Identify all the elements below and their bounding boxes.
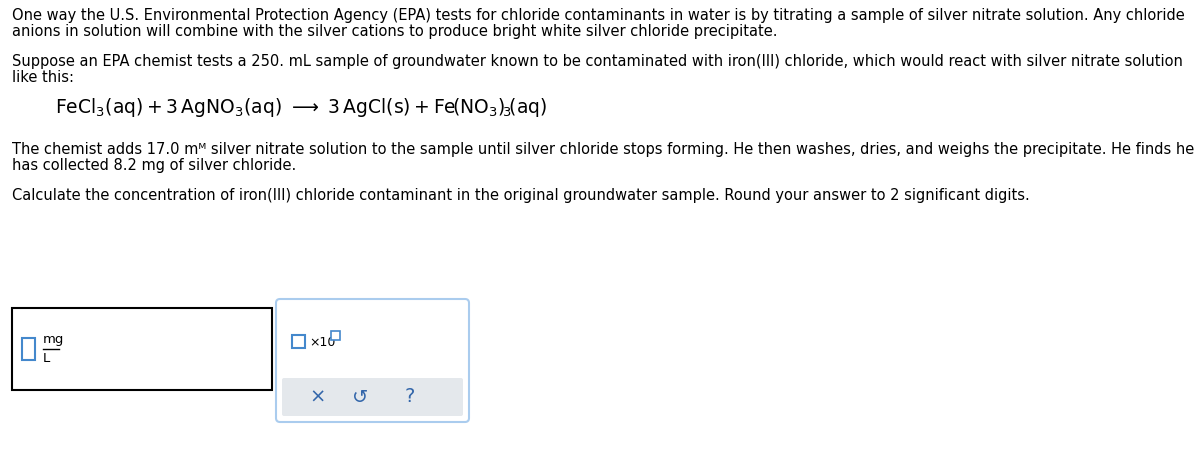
FancyBboxPatch shape	[12, 308, 272, 390]
Text: $\mathrm{FeCl_3(aq) + 3\,AgNO_3(aq)\ \longrightarrow\ 3\,AgCl(s) + Fe\!\left(NO_: $\mathrm{FeCl_3(aq) + 3\,AgNO_3(aq)\ \lo…	[55, 96, 547, 119]
FancyBboxPatch shape	[22, 338, 35, 360]
Text: ?: ?	[404, 388, 415, 407]
Text: ×10: ×10	[310, 335, 335, 348]
Text: ×: ×	[310, 388, 326, 407]
FancyBboxPatch shape	[331, 331, 340, 340]
Text: Suppose an EPA chemist tests a 250. mL sample of groundwater known to be contami: Suppose an EPA chemist tests a 250. mL s…	[12, 54, 1183, 69]
FancyBboxPatch shape	[276, 299, 469, 422]
Text: Calculate the concentration of iron(III) chloride contaminant in the original gr: Calculate the concentration of iron(III)…	[12, 188, 1030, 203]
Text: One way the U.S. Environmental Protection Agency (EPA) tests for chloride contam: One way the U.S. Environmental Protectio…	[12, 8, 1184, 23]
Text: mg: mg	[43, 333, 65, 346]
Text: anions in solution will combine with the silver cations to produce bright white : anions in solution will combine with the…	[12, 24, 778, 39]
Text: The chemist adds 17.0 mᴹ silver nitrate solution to the sample until silver chlo: The chemist adds 17.0 mᴹ silver nitrate …	[12, 142, 1194, 157]
Text: ↺: ↺	[352, 388, 368, 407]
Text: like this:: like this:	[12, 70, 74, 85]
Text: has collected 8.2 mg of silver chloride.: has collected 8.2 mg of silver chloride.	[12, 158, 296, 173]
Text: L: L	[43, 352, 50, 365]
FancyBboxPatch shape	[292, 335, 305, 348]
FancyBboxPatch shape	[282, 378, 463, 416]
